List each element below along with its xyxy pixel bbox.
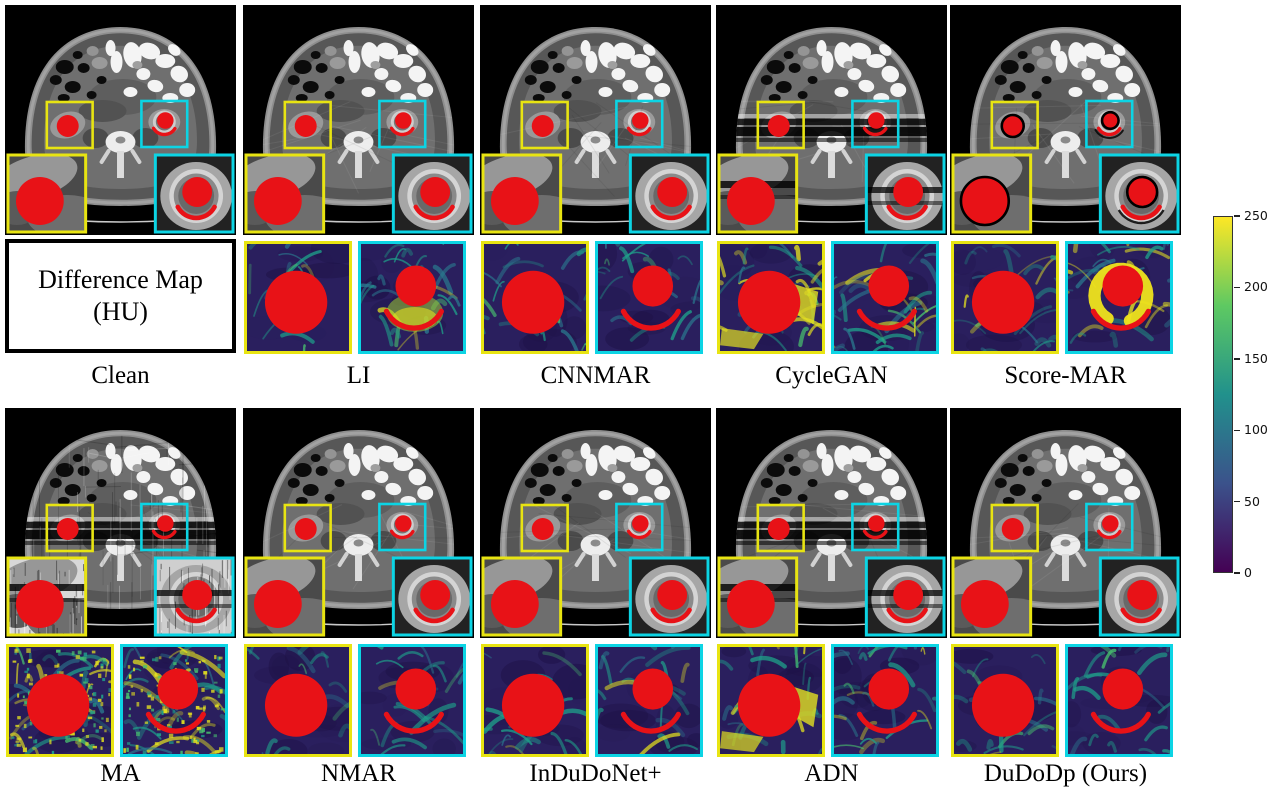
colorbar-tick: [1234, 572, 1240, 574]
diff-map-yellow-roi-dudodp-ours: [951, 644, 1059, 757]
diff-map-cyan-roi-score-mar: [1065, 241, 1173, 354]
diff-map-yellow-roi-adn: [717, 644, 825, 757]
ct-image-nmar: [243, 408, 474, 638]
ct-image-li: [243, 5, 474, 235]
colorbar-tick: [1234, 500, 1240, 503]
ct-image-clean: [5, 5, 236, 235]
ct-image-cyclegan: [716, 5, 947, 235]
colorbar-tick-label: 150: [1244, 350, 1268, 366]
diff-map-yellow-roi-indudonet: [481, 644, 589, 757]
diff-map-cyan-roi-cnnmar: [595, 241, 703, 354]
method-label-dudodp-ours: DuDoDp (Ours): [983, 760, 1148, 787]
diff-map-yellow-roi-ma: [6, 644, 114, 757]
method-label-li: LI: [346, 362, 371, 389]
ct-image-cnnmar: [480, 5, 711, 235]
method-label-nmar: NMAR: [320, 760, 396, 787]
colorbar-tick: [1234, 286, 1240, 289]
method-label-ma: MA: [100, 760, 141, 787]
difference-map-label-line1: Difference Map: [38, 265, 203, 295]
diff-map-yellow-roi-cyclegan: [717, 241, 825, 354]
method-label-indudonet: InDuDoNet+: [529, 760, 662, 787]
ct-image-score-mar: [950, 5, 1181, 235]
difference-map-label-line2: (HU): [93, 297, 148, 326]
diff-map-cyan-roi-cyclegan: [831, 241, 939, 354]
method-label-clean: Clean: [91, 362, 150, 389]
diff-map-yellow-roi-nmar: [244, 644, 352, 757]
colorbar-gradient: [1213, 216, 1233, 573]
ct-image-indudonet: [480, 408, 711, 638]
ct-image-dudodp-ours: [950, 408, 1181, 638]
colorbar-tick-label: 0: [1244, 565, 1252, 580]
diff-map-cyan-roi-li: [358, 241, 466, 354]
ct-image-adn: [716, 408, 947, 638]
ct-image-ma: [5, 408, 236, 638]
diff-map-cyan-roi-indudonet: [595, 644, 703, 757]
method-label-score-mar: Score-MAR: [1004, 362, 1127, 389]
difference-map-label-box: Difference Map (HU): [5, 239, 236, 353]
colorbar-tick-label: 200: [1244, 279, 1268, 295]
colorbar-tick-label: 250: [1244, 208, 1268, 223]
diff-map-yellow-roi-cnnmar: [481, 241, 589, 354]
diff-map-cyan-roi-adn: [831, 644, 939, 757]
diff-map-cyan-roi-ma: [120, 644, 228, 757]
diff-map-cyan-roi-dudodp-ours: [1065, 644, 1173, 757]
colorbar: 250 200 150 100 50 0: [1211, 208, 1269, 580]
method-label-cnnmar: CNNMAR: [540, 362, 651, 389]
diff-map-yellow-roi-score-mar: [951, 241, 1059, 354]
colorbar-tick-label: 100: [1244, 422, 1268, 438]
colorbar-tick: [1234, 358, 1240, 360]
diff-map-cyan-roi-nmar: [358, 644, 466, 757]
method-label-cyclegan: CycleGAN: [775, 362, 888, 389]
method-label-adn: ADN: [804, 760, 859, 787]
colorbar-tick: [1234, 429, 1240, 431]
diff-map-yellow-roi-li: [244, 241, 352, 354]
colorbar-tick-label: 50: [1244, 493, 1260, 509]
colorbar-tick: [1234, 215, 1240, 217]
